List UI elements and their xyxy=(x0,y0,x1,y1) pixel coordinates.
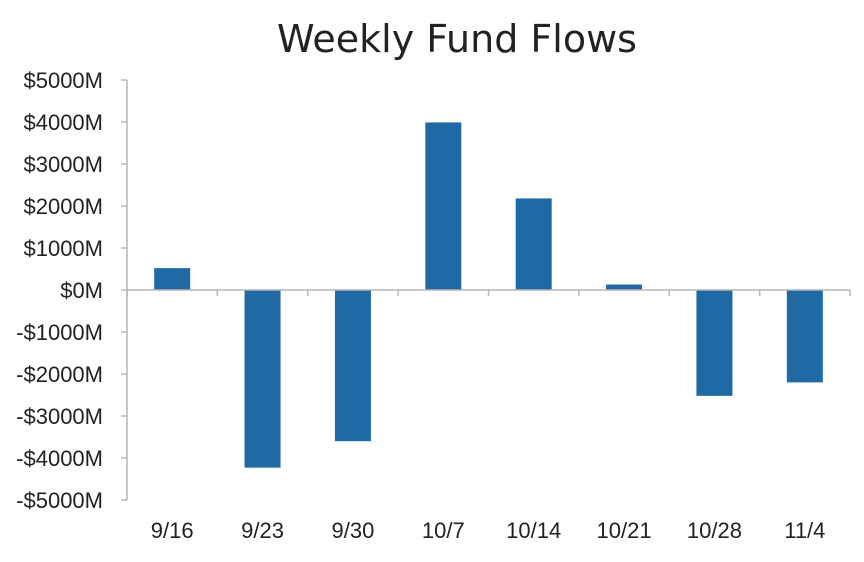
x-tick-label: 10/28 xyxy=(687,518,742,543)
bar-11-4 xyxy=(786,290,823,383)
chart-title: Weekly Fund Flows xyxy=(277,17,637,61)
bar-9-16 xyxy=(154,268,191,290)
bar-10-21 xyxy=(606,284,643,290)
y-axis: $5000M $4000M $3000M $2000M $1000M $0M -$1000M… xyxy=(16,68,128,513)
x-tick-label: 11/4 xyxy=(784,518,825,543)
y-tick-label: -$5000M xyxy=(16,488,103,513)
bar-9-23 xyxy=(244,290,281,468)
bar-10-28 xyxy=(696,290,733,396)
x-tick-label: 10/21 xyxy=(597,518,652,543)
bar-10-14 xyxy=(515,198,552,290)
x-tick-label: 9/23 xyxy=(241,518,284,543)
y-tick-label: -$1000M xyxy=(16,320,103,345)
x-tick-label: 9/16 xyxy=(151,518,194,543)
y-tick-label: -$2000M xyxy=(16,362,103,387)
bars-group xyxy=(154,122,823,468)
y-tick-label: $4000M xyxy=(23,110,103,135)
y-tick-label: -$4000M xyxy=(16,446,103,471)
y-tick-label: -$3000M xyxy=(16,404,103,429)
x-tick-label: 10/14 xyxy=(506,518,561,543)
x-tick-label: 9/30 xyxy=(332,518,375,543)
bar-9-30 xyxy=(334,290,371,442)
x-axis: 9/16 9/23 9/30 10/7 10/14 10/21 10/28 11/4 xyxy=(126,289,851,543)
y-tick-label: $1000M xyxy=(23,236,103,261)
x-tick-label: 10/7 xyxy=(422,518,465,543)
y-tick-label: $0M xyxy=(60,278,103,303)
bar-10-7 xyxy=(425,122,462,290)
y-tick-label: $3000M xyxy=(23,152,103,177)
y-tick-label: $5000M xyxy=(23,68,103,93)
y-tick-label: $2000M xyxy=(23,194,103,219)
